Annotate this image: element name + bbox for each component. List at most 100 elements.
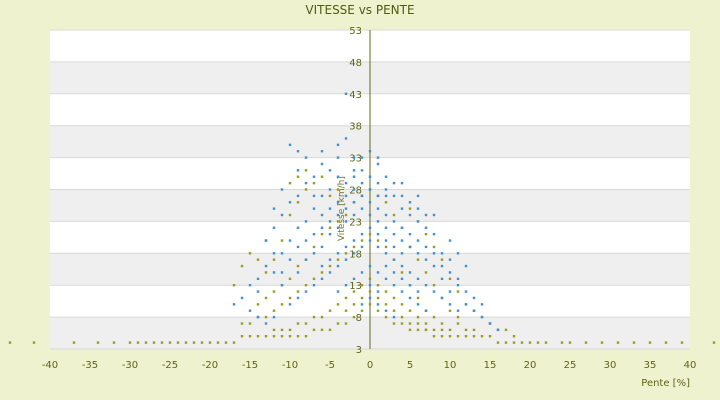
data-point	[320, 232, 324, 236]
data-point	[464, 335, 468, 338]
data-point	[272, 271, 276, 274]
data-point	[408, 245, 412, 249]
data-point	[312, 245, 316, 249]
data-point	[392, 232, 396, 236]
data-point	[376, 245, 380, 249]
data-point	[320, 162, 324, 166]
data-point	[472, 309, 476, 312]
data-point	[312, 181, 316, 185]
data-point	[400, 194, 404, 198]
data-point	[416, 194, 420, 198]
data-point	[352, 175, 356, 178]
data-point	[256, 277, 260, 281]
data-point	[344, 137, 348, 140]
data-point	[376, 239, 380, 242]
data-point	[440, 258, 444, 261]
data-point	[440, 264, 444, 268]
data-point	[392, 315, 396, 319]
data-point	[392, 194, 396, 198]
data-point	[416, 290, 420, 293]
data-point	[408, 296, 412, 300]
data-points	[8, 92, 716, 344]
data-point	[408, 201, 412, 204]
data-point	[712, 341, 716, 344]
data-point	[360, 245, 364, 249]
data-point	[448, 309, 452, 312]
data-point	[296, 335, 300, 338]
data-point	[344, 213, 348, 217]
data-point	[376, 271, 380, 274]
data-point	[416, 239, 420, 242]
data-point	[296, 226, 300, 229]
data-point	[416, 322, 420, 325]
data-point	[360, 194, 364, 198]
data-point	[432, 290, 436, 293]
y-tick-label: 33	[349, 154, 362, 165]
y-tick-label: 53	[349, 26, 362, 37]
data-point	[240, 322, 244, 325]
data-point	[304, 239, 308, 242]
data-point	[336, 201, 340, 204]
data-point	[256, 303, 260, 306]
data-point	[296, 194, 300, 198]
data-point	[456, 252, 460, 255]
data-point	[248, 284, 252, 287]
data-point	[352, 277, 356, 281]
data-point	[304, 258, 308, 261]
data-point	[360, 169, 364, 172]
data-point	[296, 201, 300, 204]
data-point	[336, 156, 340, 159]
x-tick-label: -40	[42, 360, 58, 371]
data-point	[272, 290, 276, 293]
data-point	[368, 264, 372, 268]
data-point	[344, 252, 348, 255]
data-point	[328, 207, 332, 210]
data-point	[376, 194, 380, 198]
data-point	[280, 328, 284, 332]
x-tick-label: 35	[644, 360, 657, 371]
data-point	[448, 258, 452, 261]
data-point	[240, 335, 244, 338]
data-point	[648, 341, 652, 344]
data-point	[384, 277, 388, 281]
data-point	[272, 328, 276, 332]
data-point	[360, 232, 364, 236]
y-tick-label: 38	[349, 122, 362, 133]
data-point	[416, 303, 420, 306]
data-point	[632, 341, 636, 344]
data-point	[320, 150, 324, 153]
data-point	[456, 290, 460, 293]
data-point	[288, 181, 292, 185]
data-point	[424, 245, 428, 249]
data-point	[344, 258, 348, 261]
data-point	[312, 284, 316, 287]
data-point	[368, 175, 372, 178]
data-point	[520, 341, 524, 344]
data-point	[152, 341, 156, 344]
data-point	[376, 181, 380, 185]
chart-title: VITESSE vs PENTE	[305, 3, 414, 17]
data-point	[72, 341, 76, 344]
data-point	[368, 226, 372, 229]
data-point	[336, 175, 340, 178]
data-point	[320, 213, 324, 217]
data-point	[288, 213, 292, 217]
data-point	[384, 245, 388, 249]
data-point	[336, 226, 340, 229]
data-point	[360, 284, 364, 287]
data-point	[384, 315, 388, 319]
data-point	[336, 252, 340, 255]
data-point	[336, 220, 340, 223]
data-point	[400, 181, 404, 185]
data-point	[400, 239, 404, 242]
data-point	[440, 335, 444, 338]
data-point	[368, 277, 372, 281]
data-point	[360, 309, 364, 312]
data-point	[560, 341, 564, 344]
data-point	[312, 252, 316, 255]
data-point	[112, 341, 116, 344]
data-point	[488, 322, 492, 325]
data-point	[320, 245, 324, 249]
data-point	[264, 271, 268, 274]
data-point	[376, 156, 380, 159]
